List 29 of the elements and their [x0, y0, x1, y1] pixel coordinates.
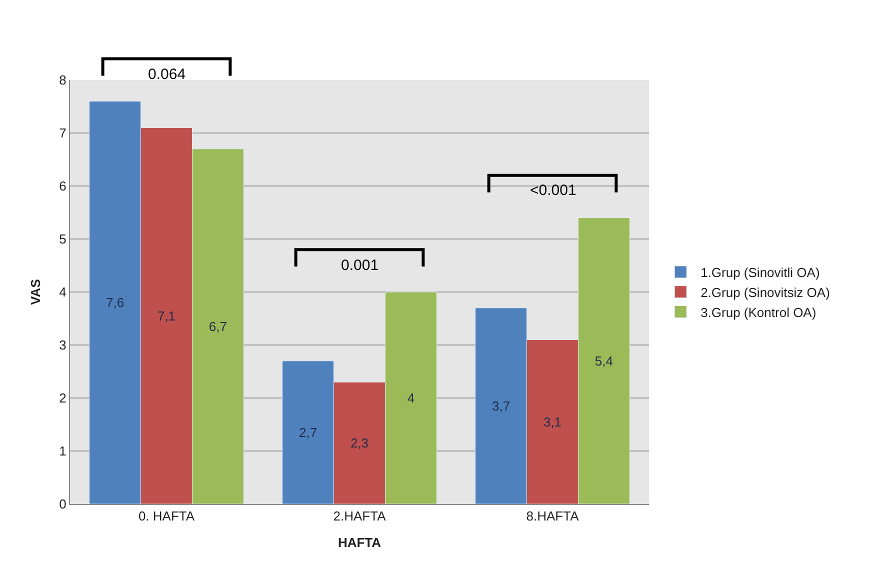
data-label: 2,7 — [298, 424, 318, 440]
y-tick-label: 2 — [59, 390, 66, 406]
annotation: 0.001 — [341, 257, 379, 274]
legend-label: 3.Grup (Kontrol OA) — [700, 304, 816, 320]
y-tick-label: 1 — [59, 444, 66, 459]
annotation: <0.001 — [530, 182, 576, 199]
x-tick-label: 8.HAFTA — [526, 508, 580, 524]
data-label: 7,6 — [106, 295, 124, 310]
data-label: 3,7 — [492, 398, 510, 414]
data-label: 6,7 — [208, 318, 228, 334]
y-axis-title: VAS — [28, 278, 44, 305]
y-tick-label: 4 — [59, 284, 66, 300]
x-axis-title: HAFTA — [338, 535, 382, 550]
data-label: 4 — [407, 390, 415, 406]
y-tick-label: 8 — [59, 72, 66, 88]
data-label: 2,3 — [350, 436, 369, 451]
y-tick-label: 0 — [59, 496, 66, 512]
data-label: 3,1 — [543, 414, 562, 430]
y-tick-label: 7 — [59, 126, 66, 141]
data-label: 5,4 — [594, 353, 614, 368]
x-tick-label: 2.HAFTA — [333, 508, 386, 524]
legend-label: 2.Grup (Sinovitsiz OA) — [700, 284, 830, 300]
y-tick-label: 6 — [59, 178, 66, 194]
y-tick-label: 5 — [59, 232, 66, 247]
annotation: 0.064 — [148, 66, 186, 83]
legend-label: 1.Grup (Sinovitli OA) — [700, 265, 820, 280]
data-label: 7,1 — [157, 308, 176, 324]
x-tick-label: 0. HAFTA — [138, 508, 195, 524]
y-tick-label: 3 — [59, 338, 66, 353]
